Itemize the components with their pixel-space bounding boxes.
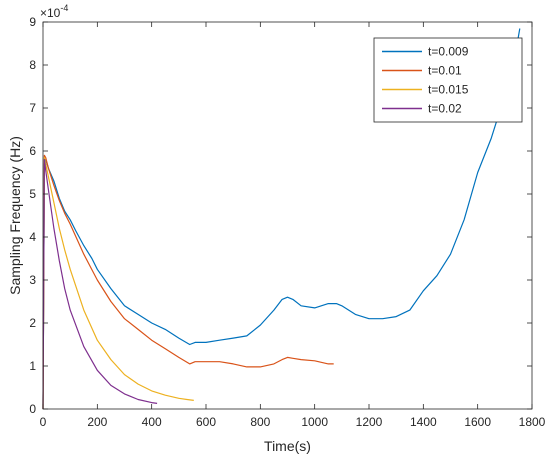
x-tick-label: 1200 — [356, 415, 383, 429]
y-tick-label: 2 — [29, 316, 36, 330]
x-tick-label: 0 — [40, 415, 47, 429]
x-tick-label: 1800 — [519, 415, 546, 429]
plot-frame — [42, 21, 533, 410]
series-line-2 — [42, 154, 334, 410]
y-tick-label: 0 — [29, 402, 36, 416]
legend-label-1: t=0.009 — [428, 45, 469, 59]
series-line-3 — [42, 156, 194, 410]
series-line-4 — [42, 159, 158, 410]
x-axis-label: Time(s) — [264, 438, 311, 454]
legend-label-4: t=0.02 — [428, 102, 462, 116]
x-tick-label: 400 — [142, 415, 162, 429]
y-axis-label: Sampling Frequency (Hz) — [7, 136, 23, 295]
y-tick-label: 5 — [29, 187, 36, 201]
legend: t=0.009 t=0.01 t=0.015 t=0.02 — [373, 37, 523, 123]
y-tick-label: 3 — [29, 273, 36, 287]
x-tick-label: 1000 — [301, 415, 328, 429]
x-tick-label: 200 — [87, 415, 107, 429]
y-tick-label: 4 — [29, 230, 36, 244]
x-axis-ticks: 0 200 400 600 800 1000 1200 1400 1600 1800 — [40, 22, 546, 429]
legend-label-2: t=0.01 — [428, 64, 462, 78]
x-tick-label: 600 — [196, 415, 216, 429]
y-tick-label: 1 — [29, 359, 36, 373]
y-axis-ticks: 0 1 2 3 4 5 6 7 8 9 — [29, 15, 532, 416]
x-tick-label: 800 — [250, 415, 270, 429]
y-exponent-power: -4 — [60, 3, 68, 13]
series-lines — [42, 28, 521, 410]
x-tick-label: 1400 — [410, 415, 437, 429]
y-tick-label: 7 — [29, 101, 36, 115]
y-tick-label: 9 — [29, 15, 36, 29]
y-tick-label: 6 — [29, 144, 36, 158]
legend-label-3: t=0.015 — [428, 83, 469, 97]
y-tick-label: 8 — [29, 58, 36, 72]
y-exponent-base: ×10 — [40, 6, 61, 20]
y-axis-exponent: ×10-4 — [40, 3, 68, 20]
x-tick-label: 1600 — [464, 415, 491, 429]
series-line-1 — [42, 28, 521, 410]
